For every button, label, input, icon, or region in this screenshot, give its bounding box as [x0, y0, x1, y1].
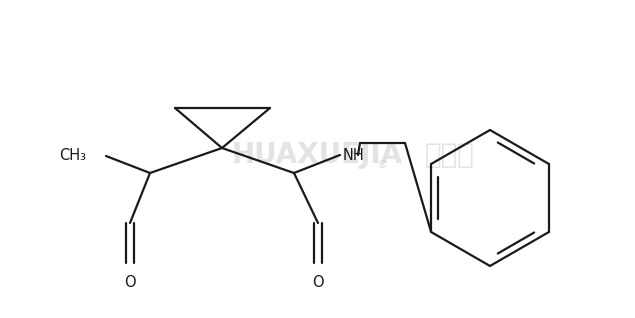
Text: NH: NH — [343, 148, 364, 162]
Text: CH₃: CH₃ — [59, 149, 86, 163]
Text: 华学加: 华学加 — [425, 141, 475, 169]
Text: O: O — [312, 275, 324, 290]
Text: ®: ® — [377, 160, 387, 170]
Text: HUAXUEJIA: HUAXUEJIA — [231, 141, 403, 169]
Text: O: O — [124, 275, 136, 290]
